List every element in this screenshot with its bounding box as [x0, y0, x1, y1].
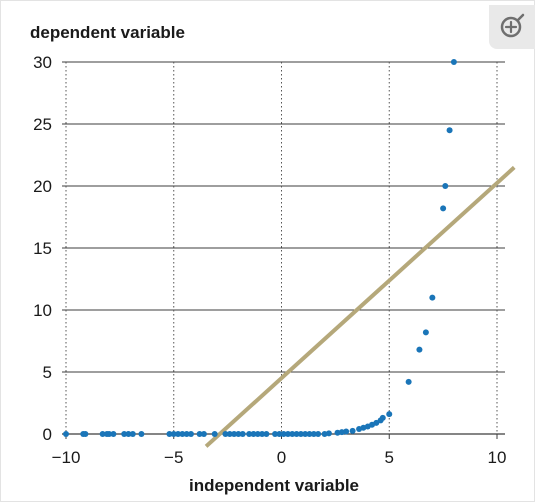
grid — [62, 61, 505, 434]
trend-line-group — [204, 165, 516, 448]
data-point — [280, 431, 287, 437]
data-point — [405, 378, 412, 385]
tick-labels: 0 5 10 15 20 25 30 −10 −5 0 5 10 — [33, 53, 506, 467]
data-point — [110, 431, 117, 437]
data-point — [187, 431, 194, 437]
data-point — [235, 431, 242, 437]
data-point — [63, 431, 69, 437]
data-point — [349, 427, 356, 434]
data-point — [379, 414, 386, 421]
data-point — [106, 431, 113, 437]
data-point — [386, 411, 393, 418]
data-point — [82, 431, 89, 437]
data-point — [422, 329, 429, 336]
data-point — [446, 127, 453, 134]
data-point — [284, 431, 291, 437]
data-point — [200, 431, 207, 437]
zoom-button[interactable] — [489, 5, 535, 49]
data-points — [63, 59, 457, 437]
x-tick-label: −5 — [164, 448, 183, 467]
data-point — [211, 431, 218, 437]
y-tick-label: 25 — [33, 115, 52, 134]
y-tick-label: 0 — [43, 425, 52, 444]
data-point — [263, 431, 270, 437]
data-point — [259, 431, 266, 437]
data-point — [121, 431, 128, 437]
x-tick-label: 0 — [277, 448, 286, 467]
data-point — [231, 431, 238, 437]
data-point — [416, 346, 423, 353]
data-point — [222, 431, 229, 437]
y-tick-label: 15 — [33, 239, 52, 258]
x-tick-label: −10 — [52, 448, 81, 467]
y-tick-label: 30 — [33, 53, 52, 72]
data-point — [440, 205, 447, 212]
data-point — [129, 431, 136, 437]
x-tick-label: 5 — [385, 448, 394, 467]
data-point — [450, 59, 457, 65]
zoom-in-icon — [500, 13, 525, 38]
data-point — [183, 431, 190, 437]
data-point — [325, 430, 332, 437]
y-tick-label: 5 — [43, 363, 52, 382]
y-tick-label: 10 — [33, 301, 52, 320]
data-point — [179, 431, 186, 437]
data-point — [429, 294, 436, 301]
trend-line — [204, 165, 516, 448]
data-point — [250, 431, 257, 437]
y-axis-title: dependent variable — [30, 23, 185, 42]
data-point — [226, 431, 233, 437]
data-point — [239, 431, 246, 437]
data-point — [166, 431, 173, 437]
data-point — [125, 431, 132, 437]
data-point — [272, 431, 279, 437]
data-point — [293, 431, 300, 437]
data-point — [175, 431, 182, 437]
data-point — [196, 431, 203, 437]
data-point — [138, 431, 145, 437]
data-point — [246, 431, 253, 437]
y-tick-label: 20 — [33, 177, 52, 196]
data-point — [442, 183, 449, 189]
data-point — [170, 431, 177, 437]
data-point — [289, 431, 296, 437]
data-point — [306, 431, 313, 437]
data-point — [276, 431, 283, 437]
x-axis-title: independent variable — [189, 476, 359, 495]
x-tick-label: 10 — [488, 448, 507, 467]
data-point — [254, 431, 261, 437]
data-point — [310, 431, 317, 437]
data-point — [99, 431, 106, 437]
data-point — [302, 431, 309, 437]
data-point — [343, 428, 350, 435]
data-point — [297, 431, 304, 437]
data-point — [315, 431, 322, 437]
